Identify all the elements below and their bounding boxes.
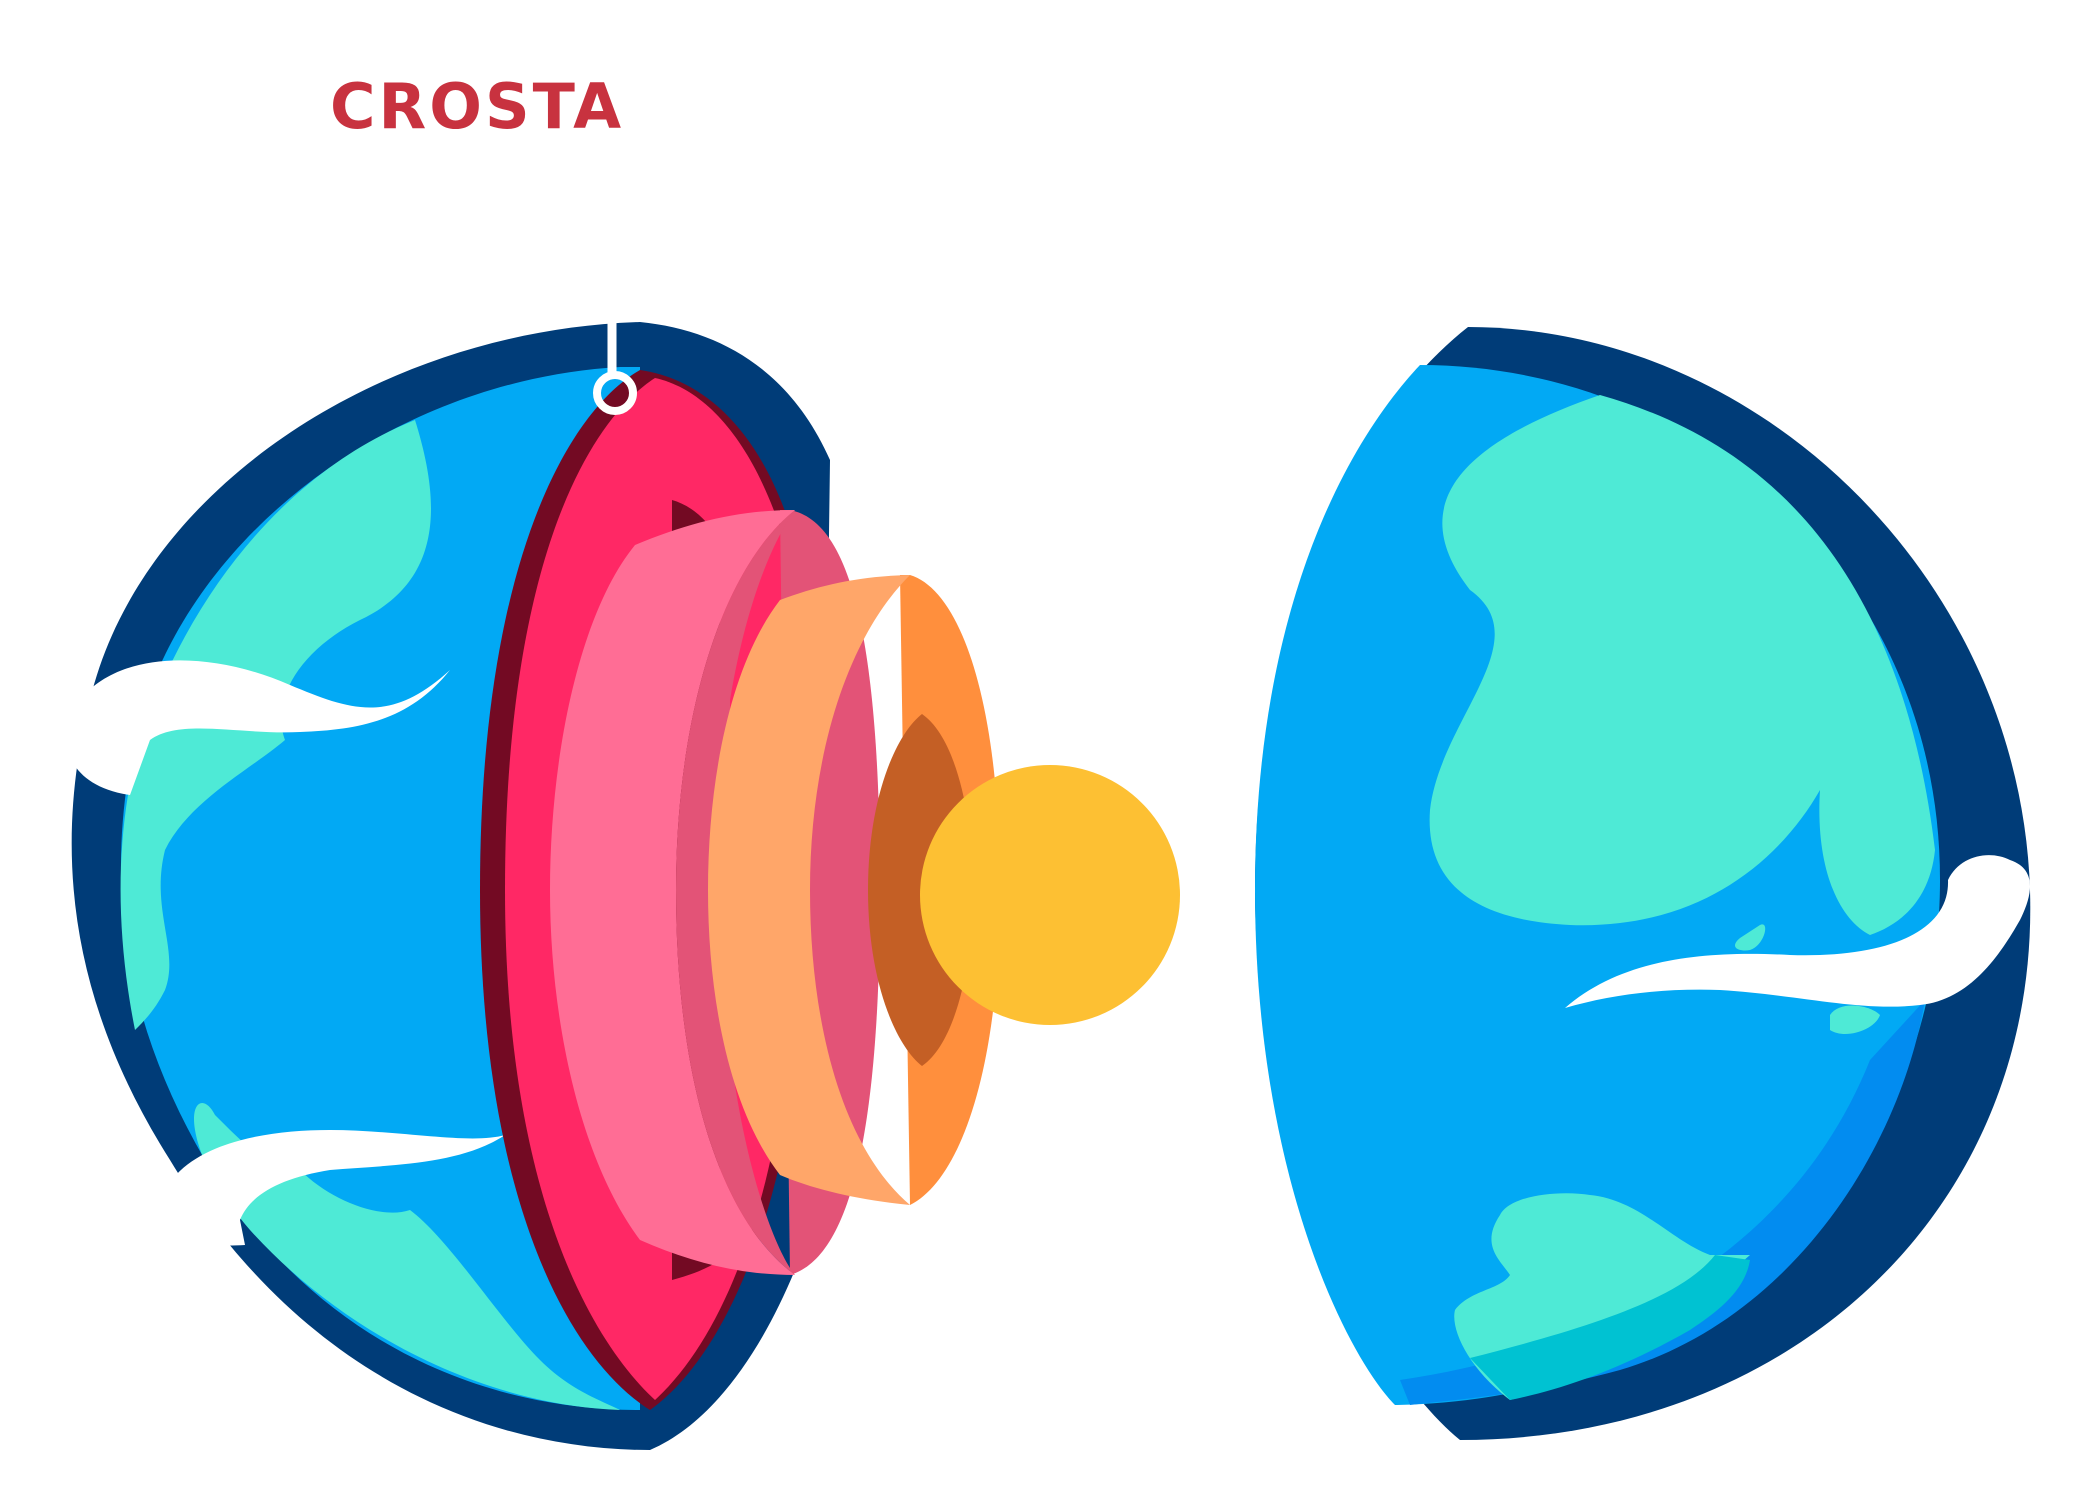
- right-island-small: [1830, 1005, 1880, 1035]
- right-hemisphere: [1255, 327, 2031, 1440]
- inner-core: [920, 765, 1180, 1025]
- crust-label: CROSTA: [330, 70, 625, 143]
- outer-core-shadow: [868, 714, 968, 1066]
- upper-mantle-inner-shadow: [676, 510, 795, 1275]
- crust-marker-ring: [593, 371, 637, 415]
- left-hemisphere: [66, 322, 1180, 1450]
- upper-mantle-layer: [550, 510, 795, 1275]
- right-shelf: [1470, 1255, 1750, 1400]
- left-cloud-lower: [159, 1130, 505, 1246]
- lower-mantle-layer: [708, 575, 910, 1205]
- right-island: [1734, 924, 1766, 951]
- right-cloud: [1565, 855, 2030, 1008]
- left-cloud-upper: [66, 660, 450, 795]
- left-continent-lower: [194, 1103, 621, 1410]
- right-continent-main: [1429, 395, 1935, 935]
